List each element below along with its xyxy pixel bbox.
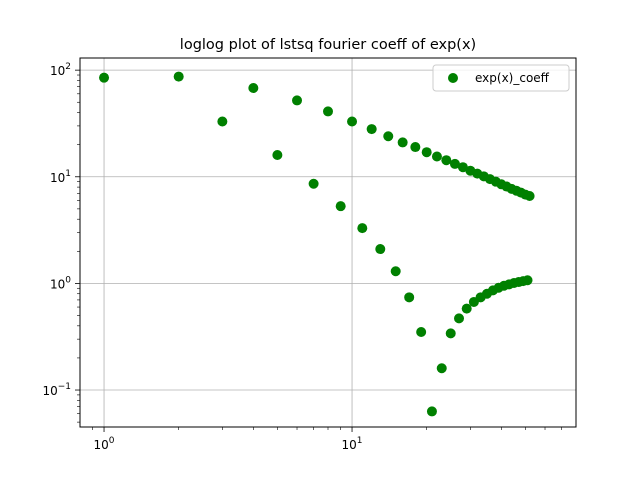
x-tick-exponent: 0	[109, 436, 115, 446]
data-point	[272, 150, 283, 161]
data-point	[441, 155, 452, 166]
data-point	[366, 124, 377, 135]
data-point	[347, 116, 358, 127]
data-point	[323, 106, 333, 117]
data-point	[445, 328, 456, 339]
data-point	[436, 363, 447, 374]
data-point	[375, 244, 386, 255]
data-point	[357, 223, 368, 234]
data-point	[217, 116, 228, 127]
data-point	[410, 142, 421, 153]
y-tick-exponent: −1	[58, 382, 71, 392]
data-point	[99, 72, 110, 83]
y-tick-exponent: 1	[65, 169, 71, 179]
data-points	[99, 71, 535, 417]
data-point	[522, 275, 533, 286]
data-point	[426, 406, 437, 417]
data-point	[449, 158, 460, 169]
legend-box	[432, 64, 570, 92]
legend: exp(x)_coeff	[432, 64, 570, 92]
data-point	[457, 162, 468, 173]
data-point	[421, 147, 432, 158]
data-point	[397, 137, 408, 148]
legend-label: exp(x)_coeff	[475, 71, 550, 85]
data-point	[461, 303, 472, 314]
data-point	[173, 71, 184, 82]
legend-marker	[448, 73, 458, 83]
data-point	[335, 201, 346, 212]
data-point	[454, 313, 465, 324]
data-point	[308, 178, 319, 189]
data-point	[431, 151, 442, 162]
chart-title: loglog plot of lstsq fourier coeff of ex…	[180, 37, 476, 53]
data-point	[383, 131, 394, 142]
data-point	[524, 191, 535, 202]
data-point	[248, 83, 259, 94]
data-point	[390, 266, 401, 277]
y-tick-exponent: 0	[65, 275, 71, 285]
data-point	[292, 95, 303, 106]
data-point	[416, 327, 427, 338]
y-tick-exponent: 2	[65, 62, 71, 72]
data-point	[404, 292, 415, 303]
x-tick-exponent: 1	[357, 436, 363, 446]
